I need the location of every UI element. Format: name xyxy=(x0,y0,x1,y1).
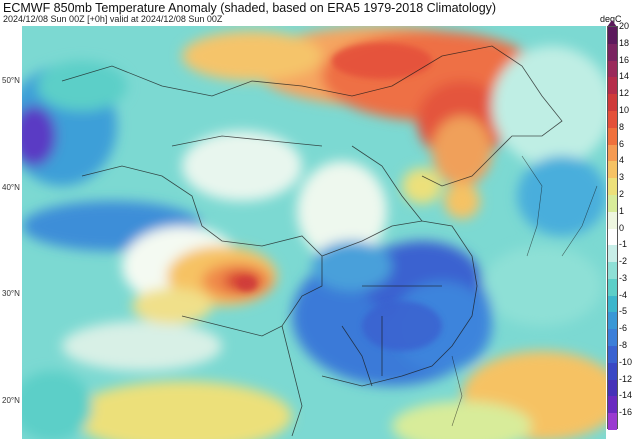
colorbar-tick-label: -10 xyxy=(619,356,633,367)
colorbar-tick-label: 3 xyxy=(619,172,625,183)
colorbar-segment xyxy=(608,379,617,397)
colorbar-tick-label: -8 xyxy=(619,340,628,351)
colorbar-tick-label: 16 xyxy=(619,54,630,65)
colorbar-tick-label: 12 xyxy=(619,88,630,99)
colorbar-segment xyxy=(608,278,617,297)
colorbar-segment xyxy=(608,127,617,146)
lat-label-50n: 50°N xyxy=(2,76,20,85)
colorbar-tick-label: 6 xyxy=(619,138,625,149)
lat-label-40n: 40°N xyxy=(2,183,20,192)
colorbar-tick-label: 10 xyxy=(619,104,630,115)
colorbar-segment xyxy=(608,346,617,364)
anomaly-field xyxy=(22,26,606,439)
colorbar-tick-label: 20 xyxy=(619,21,630,31)
lat-label-20n: 20°N xyxy=(2,396,20,405)
colorbar-segment xyxy=(608,178,617,196)
colorbar-tick-label: -2 xyxy=(619,256,628,267)
colorbar-segment xyxy=(608,94,617,112)
colorbar-tick-label: -16 xyxy=(619,407,633,418)
colorbar-tick-label: 0 xyxy=(619,222,625,233)
map-subtitle: 2024/12/08 Sun 00Z [+0h] valid at 2024/1… xyxy=(3,14,223,24)
colorbar-segment xyxy=(608,144,617,162)
colorbar-tick-label: -12 xyxy=(619,373,633,384)
colorbar xyxy=(607,26,618,431)
boundary-lines xyxy=(61,45,563,437)
colorbar-tick-label: 2 xyxy=(619,188,625,199)
colorbar-segment xyxy=(608,312,617,330)
colorbar-segment xyxy=(608,27,617,45)
colorbar-segment xyxy=(608,77,617,95)
colorbar-tick-label: -4 xyxy=(619,289,628,300)
colorbar-tick-label: -5 xyxy=(619,306,628,317)
colorbar-segment xyxy=(608,43,617,62)
colorbar-tick-label: 18 xyxy=(619,37,630,48)
colorbar-tick-label: -3 xyxy=(619,272,628,283)
colorbar-segment xyxy=(608,194,617,213)
colorbar-segment xyxy=(608,329,617,347)
colorbar-tick-label: -14 xyxy=(619,390,633,401)
colorbar-segment xyxy=(608,110,617,129)
colorbar-segment xyxy=(608,295,617,313)
colorbar-segment xyxy=(608,396,617,414)
colorbar-unit: degC xyxy=(600,14,622,24)
colorbar-tick-label: -6 xyxy=(619,323,628,334)
colorbar-segment xyxy=(608,228,617,246)
colorbar-segment xyxy=(608,413,617,431)
colorbar-tick-label: -1 xyxy=(619,239,628,250)
colorbar-tick-label: 1 xyxy=(619,205,625,216)
colorbar-segment xyxy=(608,60,617,78)
map-title: ECMWF 850mb Temperature Anomaly (shaded,… xyxy=(3,1,497,15)
colorbar-segment xyxy=(608,211,617,229)
colorbar-tick-label: 14 xyxy=(619,71,630,82)
anomaly-map xyxy=(22,26,606,439)
colorbar-segment xyxy=(608,362,617,381)
colorbar-top-arrow xyxy=(607,20,617,27)
colorbar-segment xyxy=(608,262,617,280)
colorbar-segment xyxy=(608,161,617,179)
colorbar-tick-label: 4 xyxy=(619,155,625,166)
colorbar-segment xyxy=(608,245,617,263)
colorbar-tick-label: 8 xyxy=(619,121,625,132)
lat-label-30n: 30°N xyxy=(2,289,20,298)
